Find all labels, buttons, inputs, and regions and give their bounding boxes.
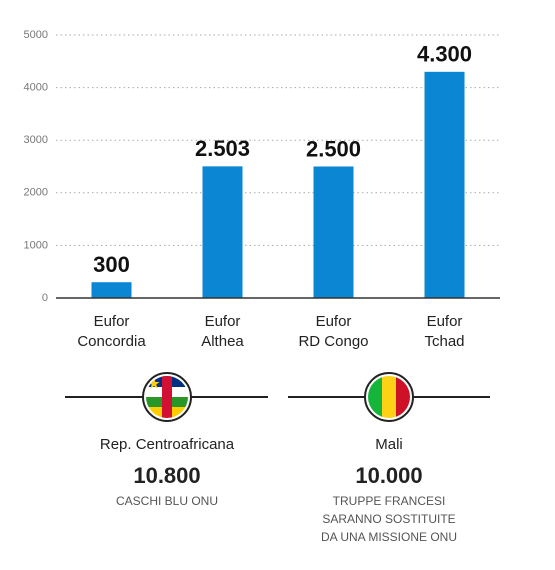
- panel-caption: TRUPPE FRANCESI SARANNO SOSTITUITE DA UN…: [320, 494, 458, 544]
- y-tick-label: 4000: [24, 82, 48, 94]
- y-tick-label: 5000: [24, 29, 48, 41]
- panel-caption: CASCHI BLU ONU: [115, 494, 219, 508]
- x-tick-label: Eufor Althea: [201, 313, 244, 350]
- divider-left: [65, 372, 268, 422]
- bar: [424, 71, 465, 298]
- flag-mali: [368, 376, 410, 418]
- value-label: 2.500: [306, 136, 361, 161]
- y-tick-label: 1000: [24, 239, 48, 251]
- x-tick-label: Eufor RD Congo: [298, 313, 369, 350]
- bar: [202, 166, 243, 298]
- bar: [313, 166, 354, 298]
- panel-label: Mali: [375, 436, 403, 453]
- value-label: 300: [93, 252, 130, 277]
- panel-label: Rep. Centroafricana: [99, 436, 235, 453]
- value-label: 4.300: [417, 42, 472, 67]
- y-tick-label: 3000: [24, 134, 48, 146]
- bar: [91, 282, 132, 298]
- y-tick-label: 0: [42, 292, 48, 304]
- divider-right: [288, 372, 490, 422]
- x-tick-label: Eufor Concordia: [77, 313, 146, 350]
- panel-value: 10.000: [355, 463, 423, 488]
- value-label: 2.503: [195, 136, 250, 161]
- y-tick-label: 2000: [24, 187, 48, 199]
- x-tick-label: Eufor Tchad: [424, 313, 465, 350]
- flag-car: [146, 376, 188, 418]
- panel-value: 10.800: [133, 463, 201, 488]
